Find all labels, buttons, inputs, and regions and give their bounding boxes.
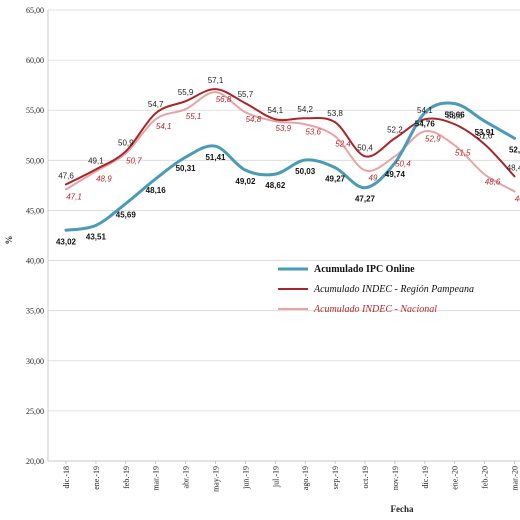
data-label: 55,66 xyxy=(445,111,466,120)
y-axis-title: % xyxy=(4,236,14,245)
data-label: 54,1 xyxy=(268,106,284,115)
y-tick-label: 30,00 xyxy=(26,357,44,366)
data-label: 49 xyxy=(369,173,378,182)
data-label: 48,16 xyxy=(146,186,167,195)
data-label: 53,91 xyxy=(475,128,496,137)
data-label: 51,5 xyxy=(455,148,471,157)
x-tick-label: ago.-19 xyxy=(301,466,310,490)
x-tick-label: ene.-20 xyxy=(451,466,460,490)
data-label: 50,03 xyxy=(295,167,316,176)
data-label: 53,6 xyxy=(447,111,463,120)
data-label: 54,1 xyxy=(417,106,433,115)
legend-label: Acumulado IPC Online xyxy=(314,264,415,275)
data-label: 49,02 xyxy=(235,177,256,186)
data-label: 54,76 xyxy=(415,120,436,129)
x-axis: dic.-18 ene.-19 feb.-19 mar.-19 abr.-19 may.-… xyxy=(62,461,520,492)
data-label: 51,6 xyxy=(477,131,493,140)
data-label: 51,41 xyxy=(205,153,226,162)
series-line-0 xyxy=(64,101,516,232)
x-tick-label: ene.-19 xyxy=(92,466,101,490)
x-tick-label: abr.-19 xyxy=(182,466,191,488)
data-label: 52, xyxy=(509,145,520,154)
data-label: 55,9 xyxy=(178,88,194,97)
x-axis-title: Fecha xyxy=(391,504,414,514)
series-line-1 xyxy=(65,88,516,186)
x-tick-label: nov.-19 xyxy=(391,466,400,490)
data-label: 53,8 xyxy=(327,109,343,118)
chart-grid xyxy=(47,9,520,462)
y-axis: 20,00 25,00 30,00 35,00 40,00 45,00 50,00 55,00… xyxy=(26,6,44,466)
data-label: 49,27 xyxy=(325,175,346,184)
data-label: 53,6 xyxy=(305,127,321,136)
data-label: 53,9 xyxy=(276,124,292,133)
data-label: 43,51 xyxy=(86,232,107,241)
data-label: 50,9 xyxy=(118,138,134,147)
data-label: 52,9 xyxy=(425,134,441,143)
x-tick-label: oct.-19 xyxy=(361,466,370,488)
chart-series-lines xyxy=(64,88,516,232)
x-tick-label: feb.-19 xyxy=(122,466,131,489)
data-label: 56,8 xyxy=(216,95,232,104)
data-label: 49,74 xyxy=(385,170,406,179)
data-label: 54,7 xyxy=(148,100,164,109)
x-tick-label: mar.-19 xyxy=(152,466,161,491)
data-label: 57,1 xyxy=(208,76,224,85)
x-tick-label: dic.-18 xyxy=(62,466,71,488)
x-tick-label: sep.-19 xyxy=(331,466,340,489)
data-label: 55,1 xyxy=(186,112,202,121)
y-tick-label: 40,00 xyxy=(26,257,44,266)
x-tick-label: dic.-19 xyxy=(421,466,430,488)
y-tick-label: 65,00 xyxy=(26,6,44,15)
chart-data-labels: 43,02 43,51 45,69 48,16 50,31 51,41 49,02 48,62… xyxy=(56,76,520,246)
x-tick-label: may.-19 xyxy=(212,466,221,492)
data-label: 48,9 xyxy=(96,174,112,183)
data-label: 47,6 xyxy=(58,171,74,180)
data-label: 43,02 xyxy=(56,237,77,246)
y-tick-label: 50,00 xyxy=(26,156,44,165)
x-tick-label: jul.-19 xyxy=(271,466,280,488)
data-label: 47,1 xyxy=(66,192,82,201)
x-tick-label: feb.-20 xyxy=(481,466,490,489)
legend-label: Acumulado INDEC - Nacional xyxy=(313,304,437,315)
data-label: 48,4 xyxy=(507,163,520,172)
y-tick-label: 60,00 xyxy=(26,56,44,65)
series-line-2 xyxy=(65,91,516,193)
x-tick-label: mar.-20 xyxy=(511,466,520,491)
data-label: 48,62 xyxy=(265,181,286,190)
data-label: 48,6 xyxy=(485,177,501,186)
data-label: 52,2 xyxy=(387,125,403,134)
y-tick-label: 35,00 xyxy=(26,307,44,316)
data-label: 49,1 xyxy=(88,156,104,165)
x-tick-label: jun.-19 xyxy=(241,466,250,490)
chart-legend: Acumulado IPC Online Acumulado INDEC - Re… xyxy=(278,264,474,315)
data-label: 45,69 xyxy=(116,211,137,220)
y-tick-label: 20,00 xyxy=(26,457,44,466)
data-label: 50,7 xyxy=(126,156,142,165)
data-label: 54,8 xyxy=(246,115,262,124)
y-tick-label: 45,00 xyxy=(26,206,44,215)
y-tick-label: 25,00 xyxy=(26,407,44,416)
legend-label: Acumulado INDEC - Región Pampeana xyxy=(313,284,474,295)
data-label: 54,1 xyxy=(156,122,172,131)
data-label: 50,31 xyxy=(176,164,197,173)
data-label: 52,4 xyxy=(335,139,351,148)
data-label: 46,9 xyxy=(515,194,520,203)
data-label: 54,2 xyxy=(297,105,313,114)
data-label: 50,4 xyxy=(395,159,411,168)
data-label: 47,27 xyxy=(355,195,376,204)
data-label: 55,7 xyxy=(238,90,254,99)
y-tick-label: 55,00 xyxy=(26,106,44,115)
data-label: 50,4 xyxy=(357,143,373,152)
